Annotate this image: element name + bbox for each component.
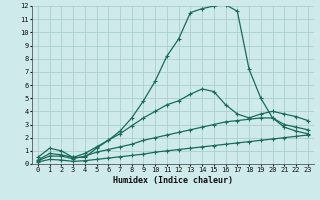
X-axis label: Humidex (Indice chaleur): Humidex (Indice chaleur) xyxy=(113,176,233,185)
